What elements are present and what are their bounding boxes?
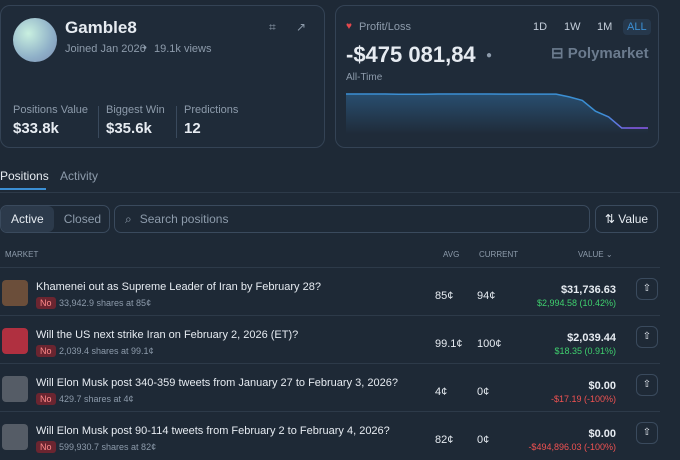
stat-label: Biggest Win [106, 104, 165, 116]
profile-card: Gamble8 Joined Jan 2026 • 19.1k views ⌗ … [0, 5, 325, 148]
pnl-area [346, 94, 648, 134]
tab-underline [0, 188, 46, 190]
change: -$17.19 (-100%) [550, 394, 616, 404]
dot: • [143, 42, 147, 54]
position-row: Khamenei out as Supreme Leader of Iran b… [0, 267, 660, 316]
filter-closed[interactable]: Closed [63, 212, 102, 226]
header-value[interactable]: VALUE ⌄ [578, 250, 613, 259]
position-row: Will Elon Musk post 90-114 tweets from F… [0, 411, 660, 460]
shares: 599,930.7 shares at 82¢ [59, 442, 157, 452]
stat-value: 12 [184, 120, 201, 137]
qr-button[interactable]: ⌗ [269, 20, 276, 34]
value: $31,736.63 [560, 284, 616, 296]
outcome-badge: No [36, 441, 56, 453]
outcome-badge: No [36, 297, 56, 309]
filter-active[interactable]: Active [1, 206, 54, 232]
current: 100¢ [477, 338, 502, 350]
pnl-line [346, 93, 648, 129]
stat-label: Positions Value [13, 104, 89, 116]
avg: 4¢ [435, 386, 448, 398]
avg: 99.1¢ [435, 338, 463, 350]
value: $2,039.44 [567, 332, 616, 344]
market-icon [2, 328, 28, 354]
market-icon [2, 280, 28, 306]
pnl-card: ♥ Profit/Loss 1D 1W 1M ALL -$475 081,84 ● ⊟… [335, 5, 659, 148]
username: Gamble8 [65, 18, 137, 37]
value: $0.00 [588, 428, 616, 440]
pnl-chart [346, 93, 648, 134]
stat-label: Predictions [184, 104, 239, 116]
divider [0, 192, 680, 193]
market-title: Will Elon Musk post 340-359 tweets from … [36, 377, 398, 389]
outcome-badge: No [36, 393, 56, 405]
sort-icon: ⇅ [604, 212, 619, 226]
header-current: CURRENT [479, 250, 519, 259]
pnl-amount: -$475 081,84 [346, 42, 476, 67]
share-button[interactable]: ⇧ [636, 422, 658, 444]
avg: 82¢ [435, 434, 454, 446]
tab-activity[interactable]: Activity [60, 169, 99, 183]
tab-positions[interactable]: Positions [0, 169, 49, 183]
sort-label: Value [618, 212, 649, 226]
current: 94¢ [477, 290, 496, 302]
shares: 33,942.9 shares at 85¢ [59, 298, 152, 308]
position-row: Will the US next strike Iran on February… [0, 315, 660, 364]
market-title: Will Elon Musk post 90-114 tweets from F… [36, 425, 390, 437]
change: -$494,896.03 (-100%) [528, 442, 616, 452]
share-button[interactable]: ↗ [296, 20, 307, 34]
stat-value: $33.8k [13, 120, 59, 137]
pnl-icon: ♥ [346, 21, 352, 32]
brand-icon: ⊟ [551, 45, 568, 62]
market-icon [2, 376, 28, 402]
avatar [13, 18, 57, 62]
brand: ⊟ Polymarket [551, 44, 649, 62]
current: 0¢ [477, 386, 490, 398]
stat-divider [176, 106, 177, 138]
views: 19.1k views [154, 43, 212, 55]
range-button[interactable]: ALL [623, 19, 651, 35]
pnl-label: Profit/Loss [359, 21, 411, 33]
share-button[interactable]: ⇧ [636, 278, 658, 300]
share-button[interactable]: ⇧ [636, 374, 658, 396]
range-button[interactable]: 1M [597, 21, 613, 33]
market-title: Khamenei out as Supreme Leader of Iran b… [36, 281, 321, 293]
sort-button[interactable]: ⇅ Value [595, 205, 658, 233]
range-button[interactable]: 1W [564, 21, 581, 33]
change: $18.35 (0.91%) [554, 346, 616, 356]
position-row: Will Elon Musk post 340-359 tweets from … [0, 363, 660, 412]
range-button[interactable]: 1D [533, 21, 548, 33]
shares: 429.7 shares at 4¢ [59, 394, 134, 404]
change: $2,994.58 (10.42%) [536, 298, 616, 308]
search-box[interactable]: ⌕ Search positions [114, 205, 590, 233]
avg: 85¢ [435, 290, 454, 302]
header-avg: AVG [443, 250, 460, 259]
market-title: Will the US next strike Iran on February… [36, 329, 299, 341]
header-market: MARKET [5, 250, 39, 259]
current: 0¢ [477, 434, 490, 446]
joined: Joined Jan 2026 [65, 43, 146, 55]
stat-divider [98, 106, 99, 138]
filter-group: Active Closed [0, 205, 110, 233]
shares: 2,039.4 shares at 99.1¢ [59, 346, 154, 356]
share-button[interactable]: ⇧ [636, 326, 658, 348]
search-placeholder: Search positions [139, 212, 229, 226]
value: $0.00 [588, 380, 616, 392]
market-icon [2, 424, 28, 450]
header-value-text: VALUE [578, 250, 604, 259]
period: All-Time [346, 72, 383, 83]
info-icon: ● [486, 50, 493, 61]
search-icon: ⌕ [125, 211, 132, 226]
outcome-badge: No [36, 345, 56, 357]
stat-value: $35.6k [106, 120, 152, 137]
brand-name: Polymarket [567, 45, 649, 62]
